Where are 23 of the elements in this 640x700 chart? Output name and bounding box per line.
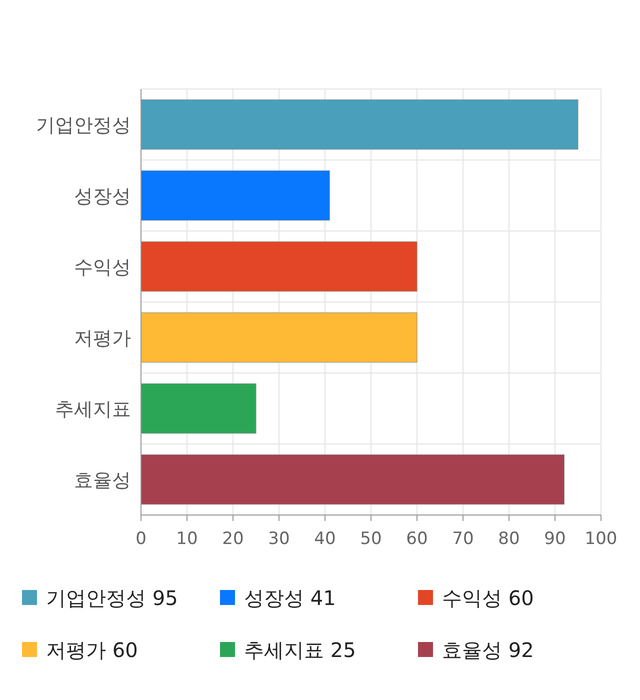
x-tick-label: 40 (314, 529, 336, 549)
x-tick-label: 60 (406, 529, 428, 549)
x-tick-label: 20 (222, 529, 244, 549)
x-tick-label: 10 (176, 529, 198, 549)
y-tick-label: 저평가 (74, 328, 131, 350)
x-tick-label: 30 (268, 529, 290, 549)
legend-label: 기업안정성 95 (46, 586, 178, 610)
x-tick-label: 100 (584, 529, 618, 549)
y-tick-label: 추세지표 (55, 398, 131, 420)
legend-label: 저평가 60 (46, 638, 138, 662)
legend-label: 수익성 60 (442, 586, 534, 610)
y-tick-label: 효율성 (74, 470, 131, 492)
x-tick-label: 70 (452, 529, 474, 549)
legend-label: 추세지표 25 (244, 638, 356, 662)
y-tick-label: 성장성 (74, 186, 131, 208)
y-tick-label: 기업안정성 (36, 114, 131, 136)
x-tick-label: 50 (360, 529, 382, 549)
y-tick-label: 수익성 (74, 256, 131, 278)
x-tick-label: 0 (136, 529, 146, 549)
x-tick-label: 90 (544, 529, 566, 549)
legend-label: 성장성 41 (244, 586, 336, 610)
legend-label: 효율성 92 (442, 638, 534, 662)
x-tick-label: 80 (498, 529, 520, 549)
